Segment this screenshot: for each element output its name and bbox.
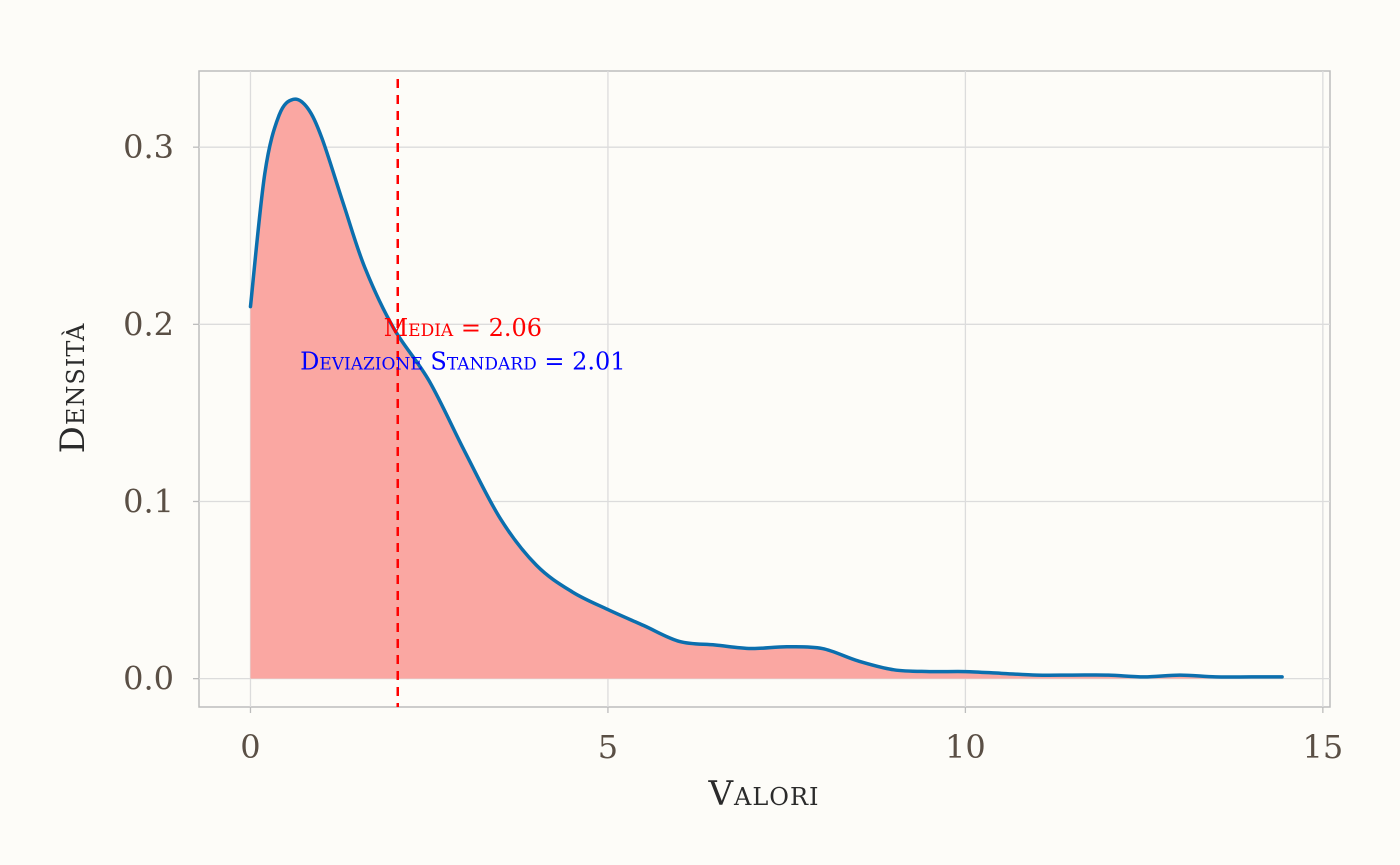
x-tick-label: 10: [945, 728, 986, 766]
x-axis-title: Valori: [707, 774, 819, 814]
mean-annotation: Media = 2.06: [384, 314, 542, 342]
y-axis-title: Densità: [53, 323, 93, 454]
y-tick-label: 0.0: [123, 660, 174, 698]
y-tick-label: 0.2: [123, 305, 174, 343]
y-tick-label: 0.3: [123, 128, 174, 166]
y-tick-label: 0.1: [123, 482, 174, 520]
tick-layer: 0 5 10 15 0.0 0.1 0.2 0.3: [123, 128, 1343, 766]
data-layer: [248, 79, 1284, 707]
sd-annotation: Deviazione Standard = 2.01: [300, 348, 625, 376]
annotation-layer: Media = 2.06 Deviazione Standard = 2.01: [300, 314, 625, 376]
density-curve: [248, 97, 1284, 679]
x-tick-label: 15: [1302, 728, 1343, 766]
x-tick-label: 5: [598, 728, 618, 766]
x-tick-label: 0: [240, 728, 260, 766]
